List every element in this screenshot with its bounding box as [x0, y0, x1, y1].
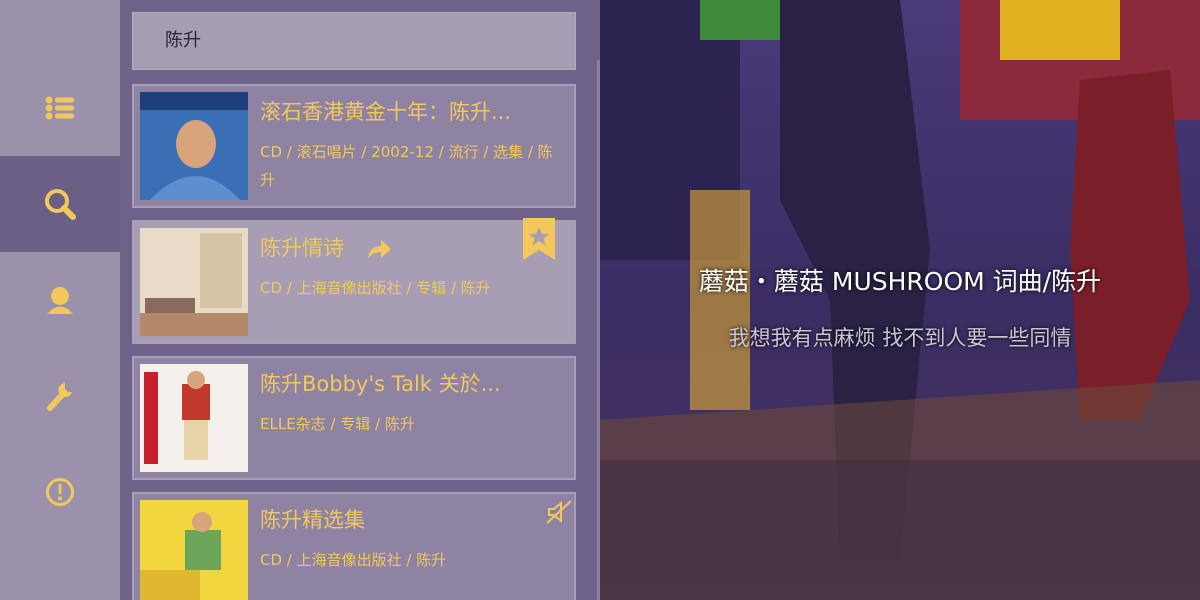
result-item[interactable]: 陈升精选集 CD / 上海音像出版社 / 陈升	[132, 492, 576, 600]
result-title: 陈升精选集	[260, 508, 365, 532]
share-icon[interactable]	[366, 238, 392, 260]
cover	[140, 364, 248, 472]
result-title: 陈升情诗	[260, 236, 344, 260]
nav-user[interactable]	[0, 252, 120, 348]
results-panel: 陈升 滚石香港黄金十年：陈升... CD / 滚石唱片 / 2002-12 / …	[120, 0, 598, 600]
album-art-background	[600, 0, 1200, 600]
nav-about[interactable]	[0, 444, 120, 540]
bookmark-icon[interactable]	[522, 218, 556, 262]
info-icon	[46, 478, 74, 506]
result-title: 陈升Bobby's Talk 关於...	[260, 372, 501, 396]
result-meta: CD / 上海音像出版社 / 陈升	[260, 551, 447, 569]
wrench-icon	[47, 383, 72, 411]
result-item[interactable]: 陈升Bobby's Talk 关於... ELLE杂志 / 专辑 / 陈升	[132, 356, 576, 480]
result-meta: CD / 上海音像出版社 / 专辑 / 陈升	[260, 279, 491, 297]
cover	[140, 92, 248, 200]
user-icon	[47, 287, 73, 314]
nav-search[interactable]	[0, 156, 120, 252]
now-playing: 蘑菇・蘑菇 MUSHROOM 词曲/陈升 我想我有点麻烦 找不到人要一些同情	[600, 0, 1200, 600]
lyric-current: 蘑菇・蘑菇 MUSHROOM 词曲/陈升	[698, 267, 1102, 296]
result-item[interactable]: 陈升情诗 CD / 上海音像出版社 / 专辑 / 陈升	[132, 218, 576, 344]
list-icon	[45, 96, 74, 120]
lyric-next: 我想我有点麻烦 找不到人要一些同情	[728, 326, 1072, 350]
cover	[140, 500, 248, 600]
result-title: 滚石香港黄金十年：陈升...	[260, 100, 512, 124]
scrollbar[interactable]	[597, 60, 600, 600]
cover	[140, 228, 248, 336]
result-meta: ELLE杂志 / 专辑 / 陈升	[260, 415, 415, 433]
search-icon	[45, 189, 76, 220]
nav-list[interactable]	[0, 60, 120, 156]
nav-settings[interactable]	[0, 348, 120, 444]
search-box[interactable]: 陈升	[132, 12, 576, 70]
result-meta: CD / 滚石唱片 / 2002-12 / 流行 / 选集 / 陈升	[260, 143, 553, 189]
mute-icon[interactable]	[546, 500, 572, 524]
result-item[interactable]: 滚石香港黄金十年：陈升... CD / 滚石唱片 / 2002-12 / 流行 …	[132, 84, 576, 208]
sidebar	[0, 0, 120, 600]
